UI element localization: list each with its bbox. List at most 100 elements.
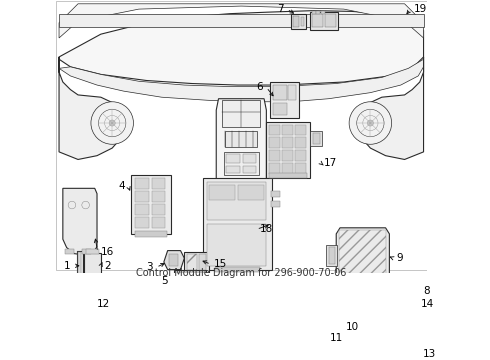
Bar (273, 103, 287, 115)
Circle shape (411, 348, 416, 354)
Circle shape (66, 329, 72, 336)
Bar (332, 349, 356, 360)
Bar (289, 85, 296, 100)
Bar (178, 306, 183, 310)
Text: 14: 14 (421, 299, 435, 309)
Bar (226, 166, 240, 173)
Bar (312, 11, 316, 14)
Text: 17: 17 (324, 158, 337, 168)
Bar (163, 307, 171, 330)
Polygon shape (59, 59, 423, 102)
Text: 13: 13 (423, 349, 436, 359)
Bar (325, 14, 336, 27)
Circle shape (412, 296, 418, 301)
Bar (267, 319, 271, 324)
Circle shape (412, 329, 418, 335)
Bar (259, 325, 264, 329)
Bar (295, 163, 306, 174)
Circle shape (66, 299, 72, 305)
Bar (191, 331, 196, 336)
Bar (225, 131, 257, 147)
Bar (187, 255, 197, 270)
Bar (184, 306, 189, 310)
Bar (228, 331, 234, 336)
Bar (198, 331, 203, 336)
Bar (336, 294, 416, 336)
Bar (169, 254, 178, 266)
Bar (251, 325, 256, 329)
Text: 12: 12 (97, 299, 110, 309)
Bar (191, 319, 196, 324)
Bar (251, 313, 256, 318)
Bar (206, 319, 211, 324)
Bar (76, 251, 83, 281)
Bar (267, 313, 271, 318)
Bar (307, 333, 314, 336)
Bar (417, 310, 423, 320)
Bar (226, 154, 240, 163)
Bar (152, 217, 165, 228)
Bar (191, 313, 196, 318)
Bar (243, 154, 256, 163)
Bar (131, 175, 171, 234)
Bar (291, 14, 306, 29)
Bar (135, 192, 148, 202)
Circle shape (353, 296, 359, 301)
Bar (183, 325, 188, 329)
Bar (415, 307, 426, 323)
Bar (203, 179, 271, 270)
Bar (135, 204, 148, 215)
Bar (295, 150, 306, 161)
Polygon shape (59, 11, 423, 85)
Bar (177, 272, 204, 285)
Bar (231, 205, 251, 220)
Bar (295, 125, 306, 135)
Bar (63, 296, 163, 340)
Bar (183, 331, 188, 336)
Bar (236, 319, 241, 324)
Circle shape (353, 329, 359, 335)
Bar (350, 292, 422, 338)
Bar (244, 319, 249, 324)
Bar (343, 301, 360, 312)
Polygon shape (336, 228, 390, 287)
Bar (213, 313, 219, 318)
Circle shape (152, 329, 159, 336)
Bar (316, 333, 322, 336)
Bar (267, 331, 271, 336)
Bar (183, 313, 188, 318)
Bar (244, 313, 249, 318)
Bar (259, 319, 264, 324)
Text: Control Module Diagram for 296-900-70-06: Control Module Diagram for 296-900-70-06 (136, 268, 346, 278)
Bar (339, 230, 386, 283)
Text: 15: 15 (214, 259, 227, 269)
Bar (221, 319, 226, 324)
Bar (191, 325, 196, 329)
Bar (183, 319, 188, 324)
Polygon shape (59, 57, 123, 159)
Bar (236, 331, 241, 336)
Bar (363, 314, 380, 326)
Circle shape (109, 120, 115, 126)
Bar (228, 313, 234, 318)
Bar (213, 325, 219, 329)
Bar (213, 319, 219, 324)
Text: 7: 7 (277, 4, 284, 14)
Bar (222, 100, 260, 127)
Circle shape (91, 102, 133, 144)
Bar (207, 182, 267, 220)
Bar (224, 152, 259, 175)
Bar (82, 249, 91, 254)
Bar (244, 331, 249, 336)
Bar (270, 150, 280, 161)
Bar (236, 325, 241, 329)
Text: 16: 16 (101, 247, 114, 257)
Bar (282, 163, 293, 174)
Bar (343, 314, 360, 326)
Bar (329, 346, 420, 360)
Bar (198, 325, 203, 329)
Bar (213, 331, 219, 336)
Bar (236, 313, 241, 318)
Bar (285, 320, 294, 336)
Text: 3: 3 (147, 262, 153, 272)
